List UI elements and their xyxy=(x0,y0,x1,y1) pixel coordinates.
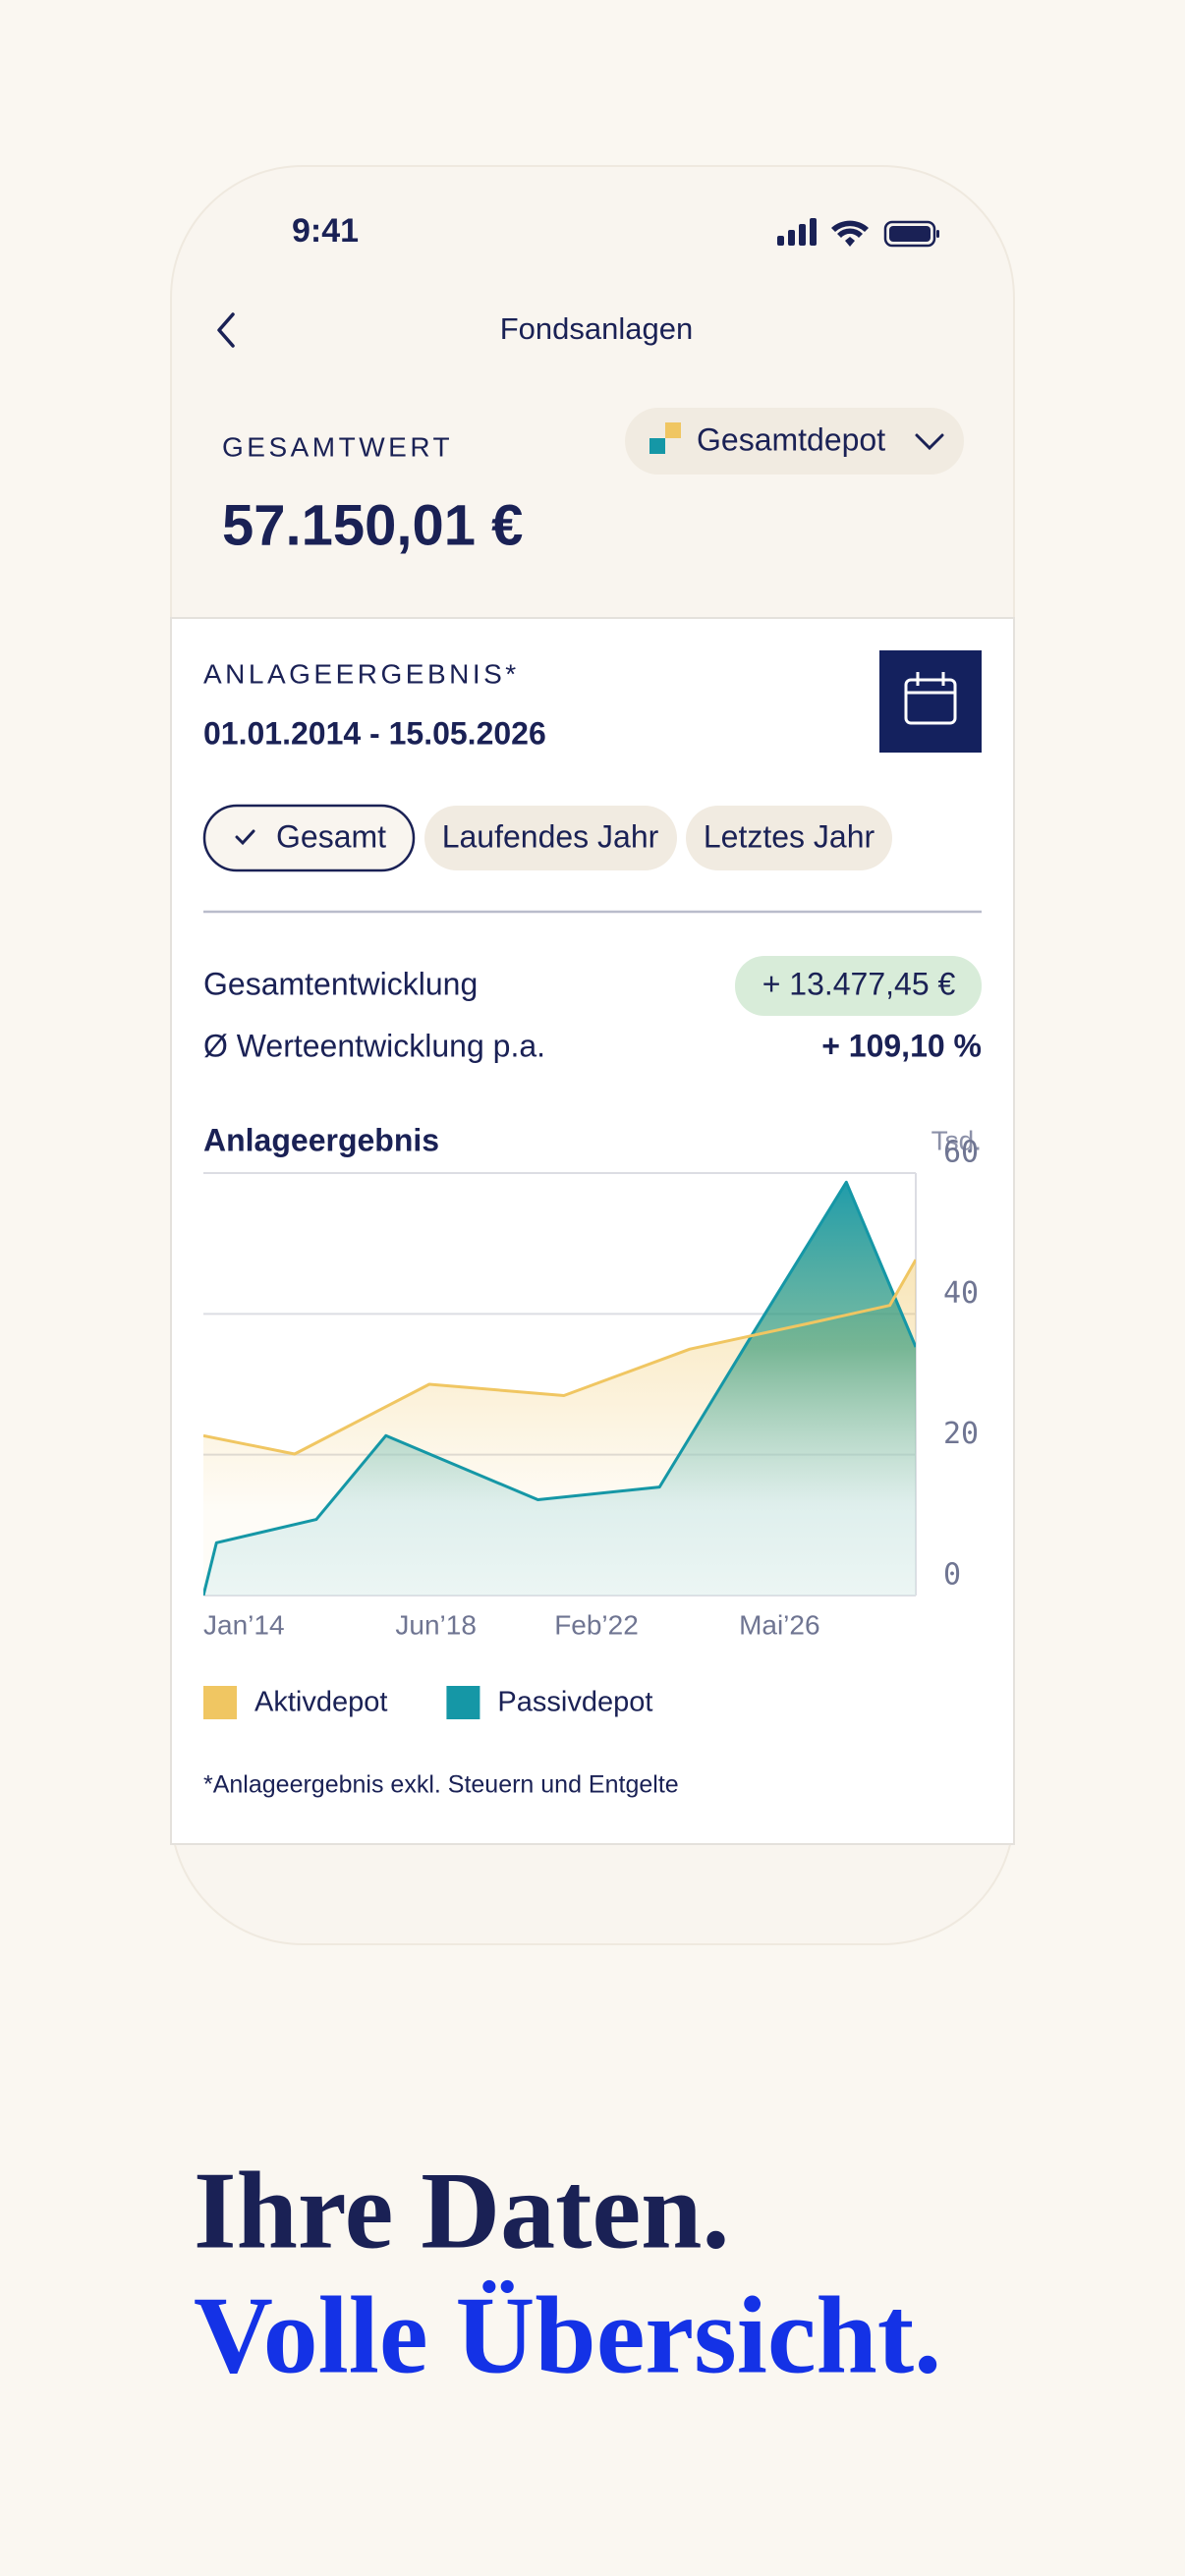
series-line xyxy=(203,1180,916,1596)
page-title: Fondsanlagen xyxy=(500,311,694,346)
legend-swatch xyxy=(446,1686,480,1719)
total-value: 57.150,01 € xyxy=(222,493,523,557)
metric-value: + 13.477,45 € xyxy=(762,966,956,1001)
filter-chip[interactable] xyxy=(424,806,677,870)
metric-value: + 109,10 % xyxy=(821,1028,982,1063)
legend-label: Aktivdepot xyxy=(254,1687,387,1718)
legend-swatch xyxy=(203,1686,237,1719)
x-tick-label: Feb’22 xyxy=(554,1609,639,1640)
status-time: 9:41 xyxy=(292,212,359,250)
back-button[interactable] xyxy=(217,312,235,348)
area-fill xyxy=(203,1182,916,1596)
y-tick-label: 60 xyxy=(943,1136,979,1170)
series-line xyxy=(203,1259,916,1456)
filter-chip[interactable] xyxy=(686,806,892,870)
result-period: 01.01.2014 - 15.05.2026 xyxy=(203,715,546,751)
y-unit: Tsd. xyxy=(931,1125,982,1155)
calendar-icon xyxy=(904,678,957,725)
depot-icon xyxy=(665,422,681,438)
selector-pill[interactable] xyxy=(625,408,964,475)
legend-label: Passivdepot xyxy=(497,1687,652,1718)
filter-label[interactable]: Laufendes Jahr xyxy=(442,818,659,854)
depot-icon xyxy=(649,438,665,454)
metric-pill xyxy=(735,956,982,1016)
check-icon xyxy=(235,829,255,846)
result-label: ANLAGEERGEBNIS* xyxy=(203,658,520,689)
x-tick-label: Mai’26 xyxy=(739,1609,819,1640)
y-tick-label: 40 xyxy=(943,1276,979,1311)
calendar-bg[interactable] xyxy=(879,650,982,753)
selector-chevron[interactable] xyxy=(915,433,944,451)
total-label: GESAMTWERT xyxy=(222,431,453,462)
metric-label: Gesamtentwicklung xyxy=(203,966,478,1001)
footnote: *Anlageergebnis exkl. Steuern und Entgel… xyxy=(203,1771,679,1799)
filter-chip-selected[interactable] xyxy=(202,804,416,872)
calendar-button[interactable] xyxy=(879,650,982,753)
headline-line1: Ihre Daten. xyxy=(194,2151,729,2272)
x-tick-label: Jun’18 xyxy=(395,1609,477,1640)
depot-selector[interactable]: Gesamtdepot xyxy=(625,408,964,475)
selector-label[interactable]: Gesamtdepot xyxy=(697,421,885,457)
headline-line2: Volle Übersicht. xyxy=(194,2275,941,2397)
result-card xyxy=(170,617,1015,1845)
x-tick-label: Jan’14 xyxy=(203,1609,285,1640)
filter-label[interactable]: Letztes Jahr xyxy=(704,818,875,854)
metric-label: Ø Werteentwicklung p.a. xyxy=(203,1028,545,1063)
series-group xyxy=(203,1180,916,1596)
chart-title: Anlageergebnis xyxy=(203,1122,439,1157)
plot: 0 20 40 60 Jan’14 Jun’18 Feb’22 Mai’26 Aktivdepo… xyxy=(203,1136,979,1719)
status-icons xyxy=(777,218,939,248)
filter-label[interactable]: Gesamt xyxy=(276,818,386,854)
y-tick-label: 0 xyxy=(943,1558,961,1593)
y-tick-label: 20 xyxy=(943,1417,979,1451)
